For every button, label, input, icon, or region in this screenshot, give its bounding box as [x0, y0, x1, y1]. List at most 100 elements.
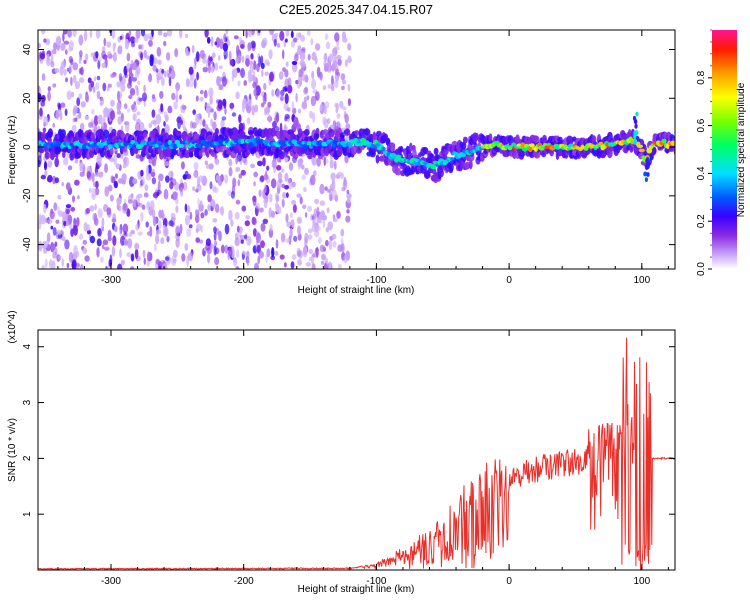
noise-blob — [207, 252, 211, 264]
noise-blob — [207, 194, 212, 203]
ridge-core — [372, 144, 377, 149]
noise-blob — [206, 103, 211, 114]
noise-blob — [275, 239, 279, 249]
noise-blob — [43, 161, 48, 171]
noise-blob — [72, 62, 79, 71]
ridge-halo — [215, 128, 219, 135]
noise-blob — [78, 93, 83, 100]
noise-blob — [60, 42, 66, 52]
noise-blob — [126, 252, 132, 258]
noise-blob — [107, 51, 112, 57]
noise-blob — [279, 30, 285, 41]
noise-blob — [155, 234, 160, 245]
noise-blob — [337, 58, 342, 66]
noise-blob — [132, 198, 137, 208]
noise-blob — [192, 171, 197, 177]
snr-series-line — [38, 337, 675, 570]
noise-blob — [275, 192, 279, 200]
ridge-halo — [533, 151, 541, 159]
noise-blob — [90, 80, 95, 88]
noise-blob — [74, 117, 78, 122]
noise-blob — [110, 73, 116, 79]
noise-blob — [212, 185, 217, 192]
ridge-halo — [164, 132, 170, 141]
noise-blob — [341, 187, 346, 192]
noise-blob — [344, 59, 348, 68]
noise-blob — [232, 177, 237, 188]
noise-blob — [200, 225, 203, 233]
noise-blob — [336, 113, 341, 119]
noise-blob — [328, 53, 334, 63]
noise-blob — [284, 113, 290, 120]
noise-blob — [53, 42, 57, 51]
noise-blob — [54, 177, 60, 184]
noise-blob — [215, 174, 220, 182]
noise-blob — [151, 177, 157, 185]
noise-blob — [39, 107, 43, 117]
noise-blob — [88, 121, 93, 128]
noise-blob — [311, 222, 317, 233]
noise-blob — [297, 225, 301, 236]
noise-blob — [263, 173, 269, 181]
noise-blob — [230, 219, 234, 227]
noise-blob — [71, 124, 77, 133]
noise-blob — [86, 230, 92, 235]
noise-blob — [89, 205, 95, 212]
noise-blob — [236, 249, 240, 258]
noise-blob — [255, 203, 260, 209]
noise-blob — [40, 30, 46, 35]
noise-blob — [307, 205, 313, 212]
snr-x-axis: -300 -200 -100 0 100 — [57, 330, 669, 587]
noise-blob — [334, 102, 339, 108]
noise-blob — [320, 260, 325, 265]
noise-blob — [204, 209, 208, 216]
noise-blob — [269, 71, 274, 82]
noise-blob — [328, 239, 333, 251]
ridge-halo — [102, 129, 110, 139]
noise-blob — [116, 110, 122, 115]
noise-blob — [339, 100, 344, 109]
noise-blob — [200, 90, 204, 95]
noise-blob — [74, 158, 78, 164]
noise-blob — [43, 203, 47, 214]
noise-blob — [240, 169, 246, 176]
noise-blob — [47, 160, 53, 168]
noise-blob — [245, 58, 250, 67]
noise-blob — [205, 58, 209, 68]
noise-blob — [55, 110, 60, 120]
noise-blob — [206, 164, 210, 170]
noise-blob — [164, 161, 170, 167]
noise-blob — [344, 113, 349, 124]
noise-blob — [346, 193, 352, 199]
noise-blob — [175, 94, 179, 103]
noise-blob — [44, 258, 48, 269]
noise-blob — [311, 155, 317, 166]
noise-blob — [184, 170, 189, 177]
noise-blob — [306, 30, 311, 36]
ridge-halo — [278, 151, 285, 160]
noise-blob — [246, 235, 252, 246]
noise-blob — [285, 38, 288, 43]
noise-blob — [168, 220, 174, 227]
colorbar-ticks: 0.0 0.2 0.4 0.6 0.8 — [696, 29, 712, 276]
noise-blob — [158, 173, 164, 182]
noise-blob — [316, 157, 321, 167]
ridge-core — [178, 144, 185, 148]
noise-blob — [221, 116, 227, 121]
noise-blob — [175, 87, 179, 97]
noise-blob — [264, 71, 270, 76]
ridge-core — [665, 143, 670, 149]
noise-blob — [235, 266, 240, 269]
noise-blob — [72, 30, 77, 38]
noise-blob — [308, 256, 312, 262]
noise-blob — [166, 52, 171, 61]
noise-blob — [269, 193, 273, 203]
ridge-halo — [62, 151, 66, 159]
noise-blob — [134, 242, 140, 250]
noise-blob — [247, 30, 253, 38]
noise-blob — [325, 227, 329, 233]
noise-blob — [181, 117, 186, 129]
noise-blob — [161, 77, 165, 87]
noise-blob — [215, 37, 221, 48]
noise-blob — [71, 259, 77, 269]
